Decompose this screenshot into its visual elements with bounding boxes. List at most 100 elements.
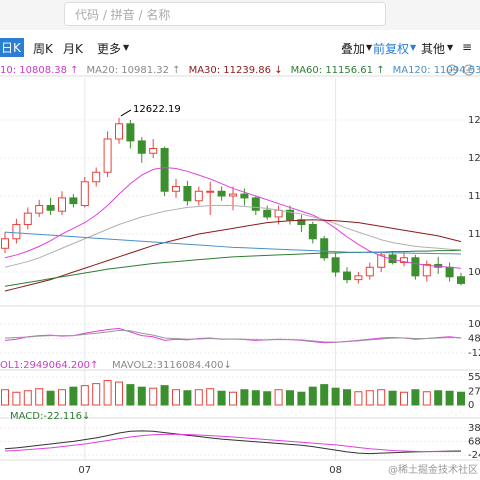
candle-body	[274, 209, 283, 218]
candle-body	[217, 190, 226, 197]
volume-bar	[126, 384, 135, 406]
toolbar: 日K 周K 月K 更多 ▼ 叠加 ▼ 前复权 ▼ 其他 ▼ ≡	[0, 36, 480, 60]
period-tab[interactable]: 日K	[0, 38, 24, 57]
volume-bar	[388, 390, 397, 406]
volume-bar	[12, 391, 21, 406]
volume-bar	[1, 389, 9, 406]
candle-body	[365, 266, 374, 277]
volume-bar	[422, 391, 431, 406]
candle-body	[92, 171, 101, 183]
overlay-button[interactable]: 叠加	[341, 42, 366, 56]
candle-body	[354, 275, 363, 281]
volume-bar	[172, 389, 180, 406]
candle-body	[320, 238, 329, 259]
candle-body	[422, 263, 431, 277]
candle-body	[411, 257, 420, 277]
candle-body	[160, 148, 169, 192]
volume-bar	[217, 390, 226, 406]
annotation: 12622.19	[133, 104, 181, 115]
candle-body	[229, 193, 237, 197]
volume-bar	[308, 386, 317, 406]
volume-bar	[58, 389, 66, 406]
candle-body	[149, 148, 158, 154]
candle-body	[103, 138, 112, 173]
ma-legend: MA120: 11094.53 ↓	[393, 65, 480, 76]
volume-bar	[343, 389, 351, 406]
chart: 10: 10808.38 ↑ MA20: 10981.32 ↑ MA30: 1123…	[0, 64, 480, 476]
ma-legend: MA20: 10981.32 ↑	[87, 65, 181, 76]
indicator-line	[4, 329, 462, 343]
candle-body	[377, 254, 386, 268]
y-tick-label: 48	[468, 333, 480, 344]
dropdown-icon: ▼	[123, 43, 130, 52]
volume-bar	[320, 384, 329, 406]
candle-body	[445, 266, 454, 278]
volume-bar	[400, 391, 408, 406]
volume-bar	[160, 385, 169, 406]
y-tick-label: 10	[468, 319, 480, 330]
volume-bar	[92, 383, 101, 406]
candle-body	[126, 123, 135, 142]
candle-body	[457, 276, 465, 284]
y-tick-label: 11	[468, 229, 480, 240]
indicator-line	[4, 205, 462, 268]
volume-bar	[149, 387, 158, 406]
period-tab[interactable]: 月K	[63, 42, 83, 56]
y-tick-label: -24	[468, 450, 480, 461]
candle-body	[263, 209, 272, 218]
volume-bar	[377, 389, 386, 406]
candle-body	[251, 197, 260, 211]
more-tab[interactable]: 更多	[97, 42, 122, 56]
menu-icon[interactable]: ≡	[462, 40, 473, 54]
candle-body	[183, 186, 192, 202]
volume-bar	[23, 390, 32, 406]
y-tick-label: 12	[468, 115, 480, 126]
y-tick-label: 27	[468, 386, 480, 397]
y-tick-label: 0	[468, 400, 474, 411]
volume-bar	[297, 391, 306, 406]
candle-body	[206, 190, 215, 193]
other-button[interactable]: 其他	[421, 42, 446, 56]
indicator-line	[4, 231, 462, 255]
x-tick-label: 08	[329, 465, 342, 476]
volume-bar	[137, 386, 146, 406]
candle-body	[46, 205, 55, 211]
period-tab[interactable]: 周K	[33, 42, 53, 56]
y-tick-label: -12	[468, 348, 480, 359]
volume-bar	[286, 390, 294, 406]
candle-body	[23, 212, 32, 226]
volume-bar	[46, 390, 55, 406]
candle-body	[12, 224, 21, 240]
candle-body	[343, 271, 351, 281]
y-tick-label: 55	[468, 372, 480, 383]
y-tick-label: 68	[468, 436, 480, 447]
volume-bar	[457, 391, 465, 406]
ma-legend: MA30: 11239.86 ↓	[189, 65, 283, 76]
x-tick-label: 07	[78, 465, 91, 476]
candle-body	[240, 193, 249, 199]
dropdown-icon: ▼	[366, 43, 373, 52]
adjust-button[interactable]: 前复权	[373, 42, 410, 56]
indicator-line	[4, 219, 462, 292]
volume-bar	[194, 389, 203, 406]
volume-bar	[183, 390, 192, 406]
volume-bar	[115, 381, 123, 406]
zoom-in[interactable]	[463, 64, 475, 76]
search-input[interactable]: 代码 / 拼音 / 名称	[64, 2, 386, 26]
volume-bar	[229, 391, 237, 406]
volume-bar	[35, 388, 44, 406]
candle-body	[1, 238, 9, 249]
volume-bar	[263, 391, 272, 406]
candle-body	[115, 123, 123, 140]
ma-legend: 10: 10808.38 ↑	[0, 65, 79, 76]
candle-body	[286, 209, 294, 221]
dropdown-icon: ▼	[410, 43, 417, 52]
candle-body	[172, 186, 180, 192]
y-tick-label: 11	[468, 191, 480, 202]
candle-body	[308, 224, 317, 240]
search-bar: 代码 / 拼音 / 名称	[0, 0, 480, 30]
volume-bar	[331, 387, 340, 406]
volume-bar	[69, 386, 78, 406]
zoom-out[interactable]	[446, 64, 458, 76]
